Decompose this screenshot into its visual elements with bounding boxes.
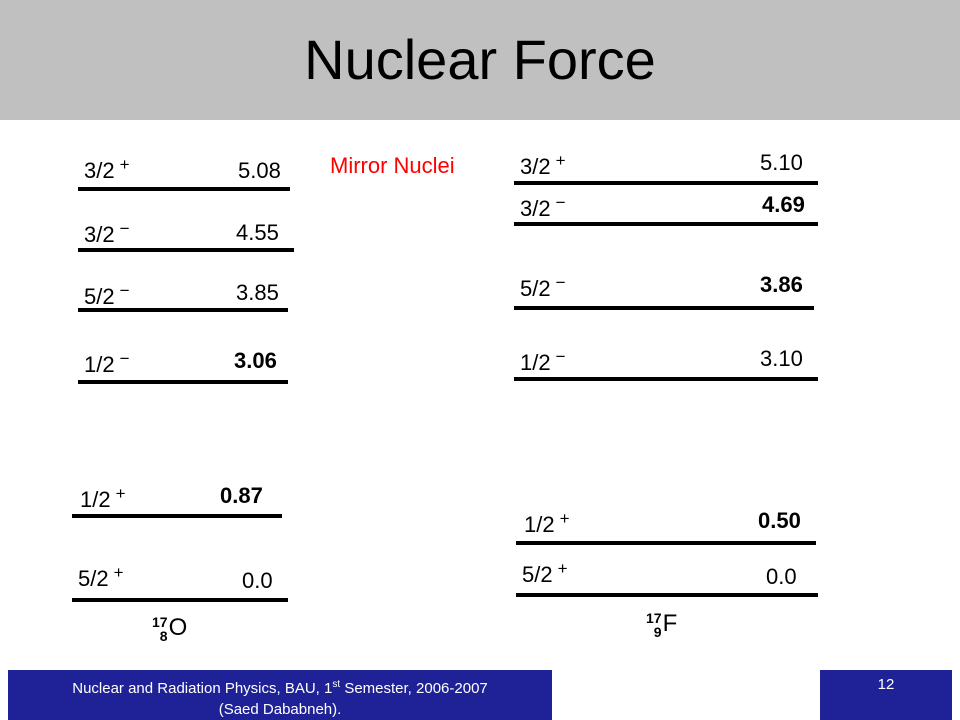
level-spin: 1/2−: [520, 347, 566, 375]
level-energy: 5.10: [760, 150, 803, 175]
element-symbol: F: [662, 610, 678, 637]
level-spin: 3/2 +: [520, 151, 566, 179]
energy-level-line: [514, 377, 818, 381]
mirror-nuclei-label: Mirror Nuclei: [330, 153, 455, 178]
energy-level-line: [72, 598, 288, 602]
footer-course-info: Nuclear and Radiation Physics, BAU, 1st …: [8, 670, 552, 720]
energy-level-line: [516, 541, 816, 545]
level-spin: 5/2−: [84, 281, 130, 309]
energy-level-line: [514, 222, 818, 226]
energy-level-line: [78, 248, 294, 252]
atomic-number: 8: [159, 627, 168, 644]
level-energy: 0.87: [220, 483, 263, 508]
level-energy: 0.0: [766, 564, 797, 589]
footer-author: (Saed Dababneh).: [218, 701, 342, 718]
atomic-number: 9: [653, 623, 662, 640]
title-bar: [0, 0, 960, 120]
level-energy: 0.0: [242, 568, 273, 593]
level-spin: 1/2−: [84, 349, 130, 377]
level-spin: 3/2−: [520, 193, 566, 221]
mass-number: 17: [152, 613, 168, 630]
level-energy: 5.08: [238, 158, 281, 183]
level-energy: 3.85: [236, 280, 279, 305]
level-spin: 1/2 +: [80, 484, 126, 512]
slide-title: Nuclear Force: [304, 28, 656, 91]
level-spin: 1/2 +: [524, 509, 570, 537]
element-symbol: O: [168, 614, 188, 641]
level-energy: 0.50: [758, 508, 801, 533]
page-number: 12: [820, 670, 952, 720]
level-energy: 3.10: [760, 346, 803, 371]
level-spin: 3/2 +: [84, 155, 130, 183]
nuclide-label-oxygen: 17 8 O: [152, 614, 187, 643]
energy-level-line: [514, 306, 814, 310]
energy-level-line: [78, 187, 290, 191]
nuclide-label-fluorine: 17 9 F: [646, 610, 677, 639]
level-energy: 3.86: [760, 272, 803, 297]
level-energy: 4.69: [762, 192, 805, 217]
level-spin: 5/2 +: [522, 559, 568, 587]
energy-level-line: [514, 181, 818, 185]
footer-semester: Semester, 2006-2007: [340, 680, 488, 697]
energy-level-line: [516, 593, 818, 597]
energy-level-line: [72, 514, 282, 518]
energy-level-line: [78, 380, 288, 384]
mass-number: 17: [646, 609, 662, 626]
footer-ordinal: st: [332, 679, 341, 690]
level-spin: 5/2−: [520, 273, 566, 301]
level-spin: 3/2−: [84, 219, 130, 247]
level-energy: 3.06: [234, 348, 277, 373]
energy-level-line: [78, 308, 288, 312]
level-spin: 5/2 +: [78, 563, 124, 591]
footer-course: Nuclear and Radiation Physics, BAU, 1: [72, 680, 333, 697]
level-energy: 4.55: [236, 220, 279, 245]
